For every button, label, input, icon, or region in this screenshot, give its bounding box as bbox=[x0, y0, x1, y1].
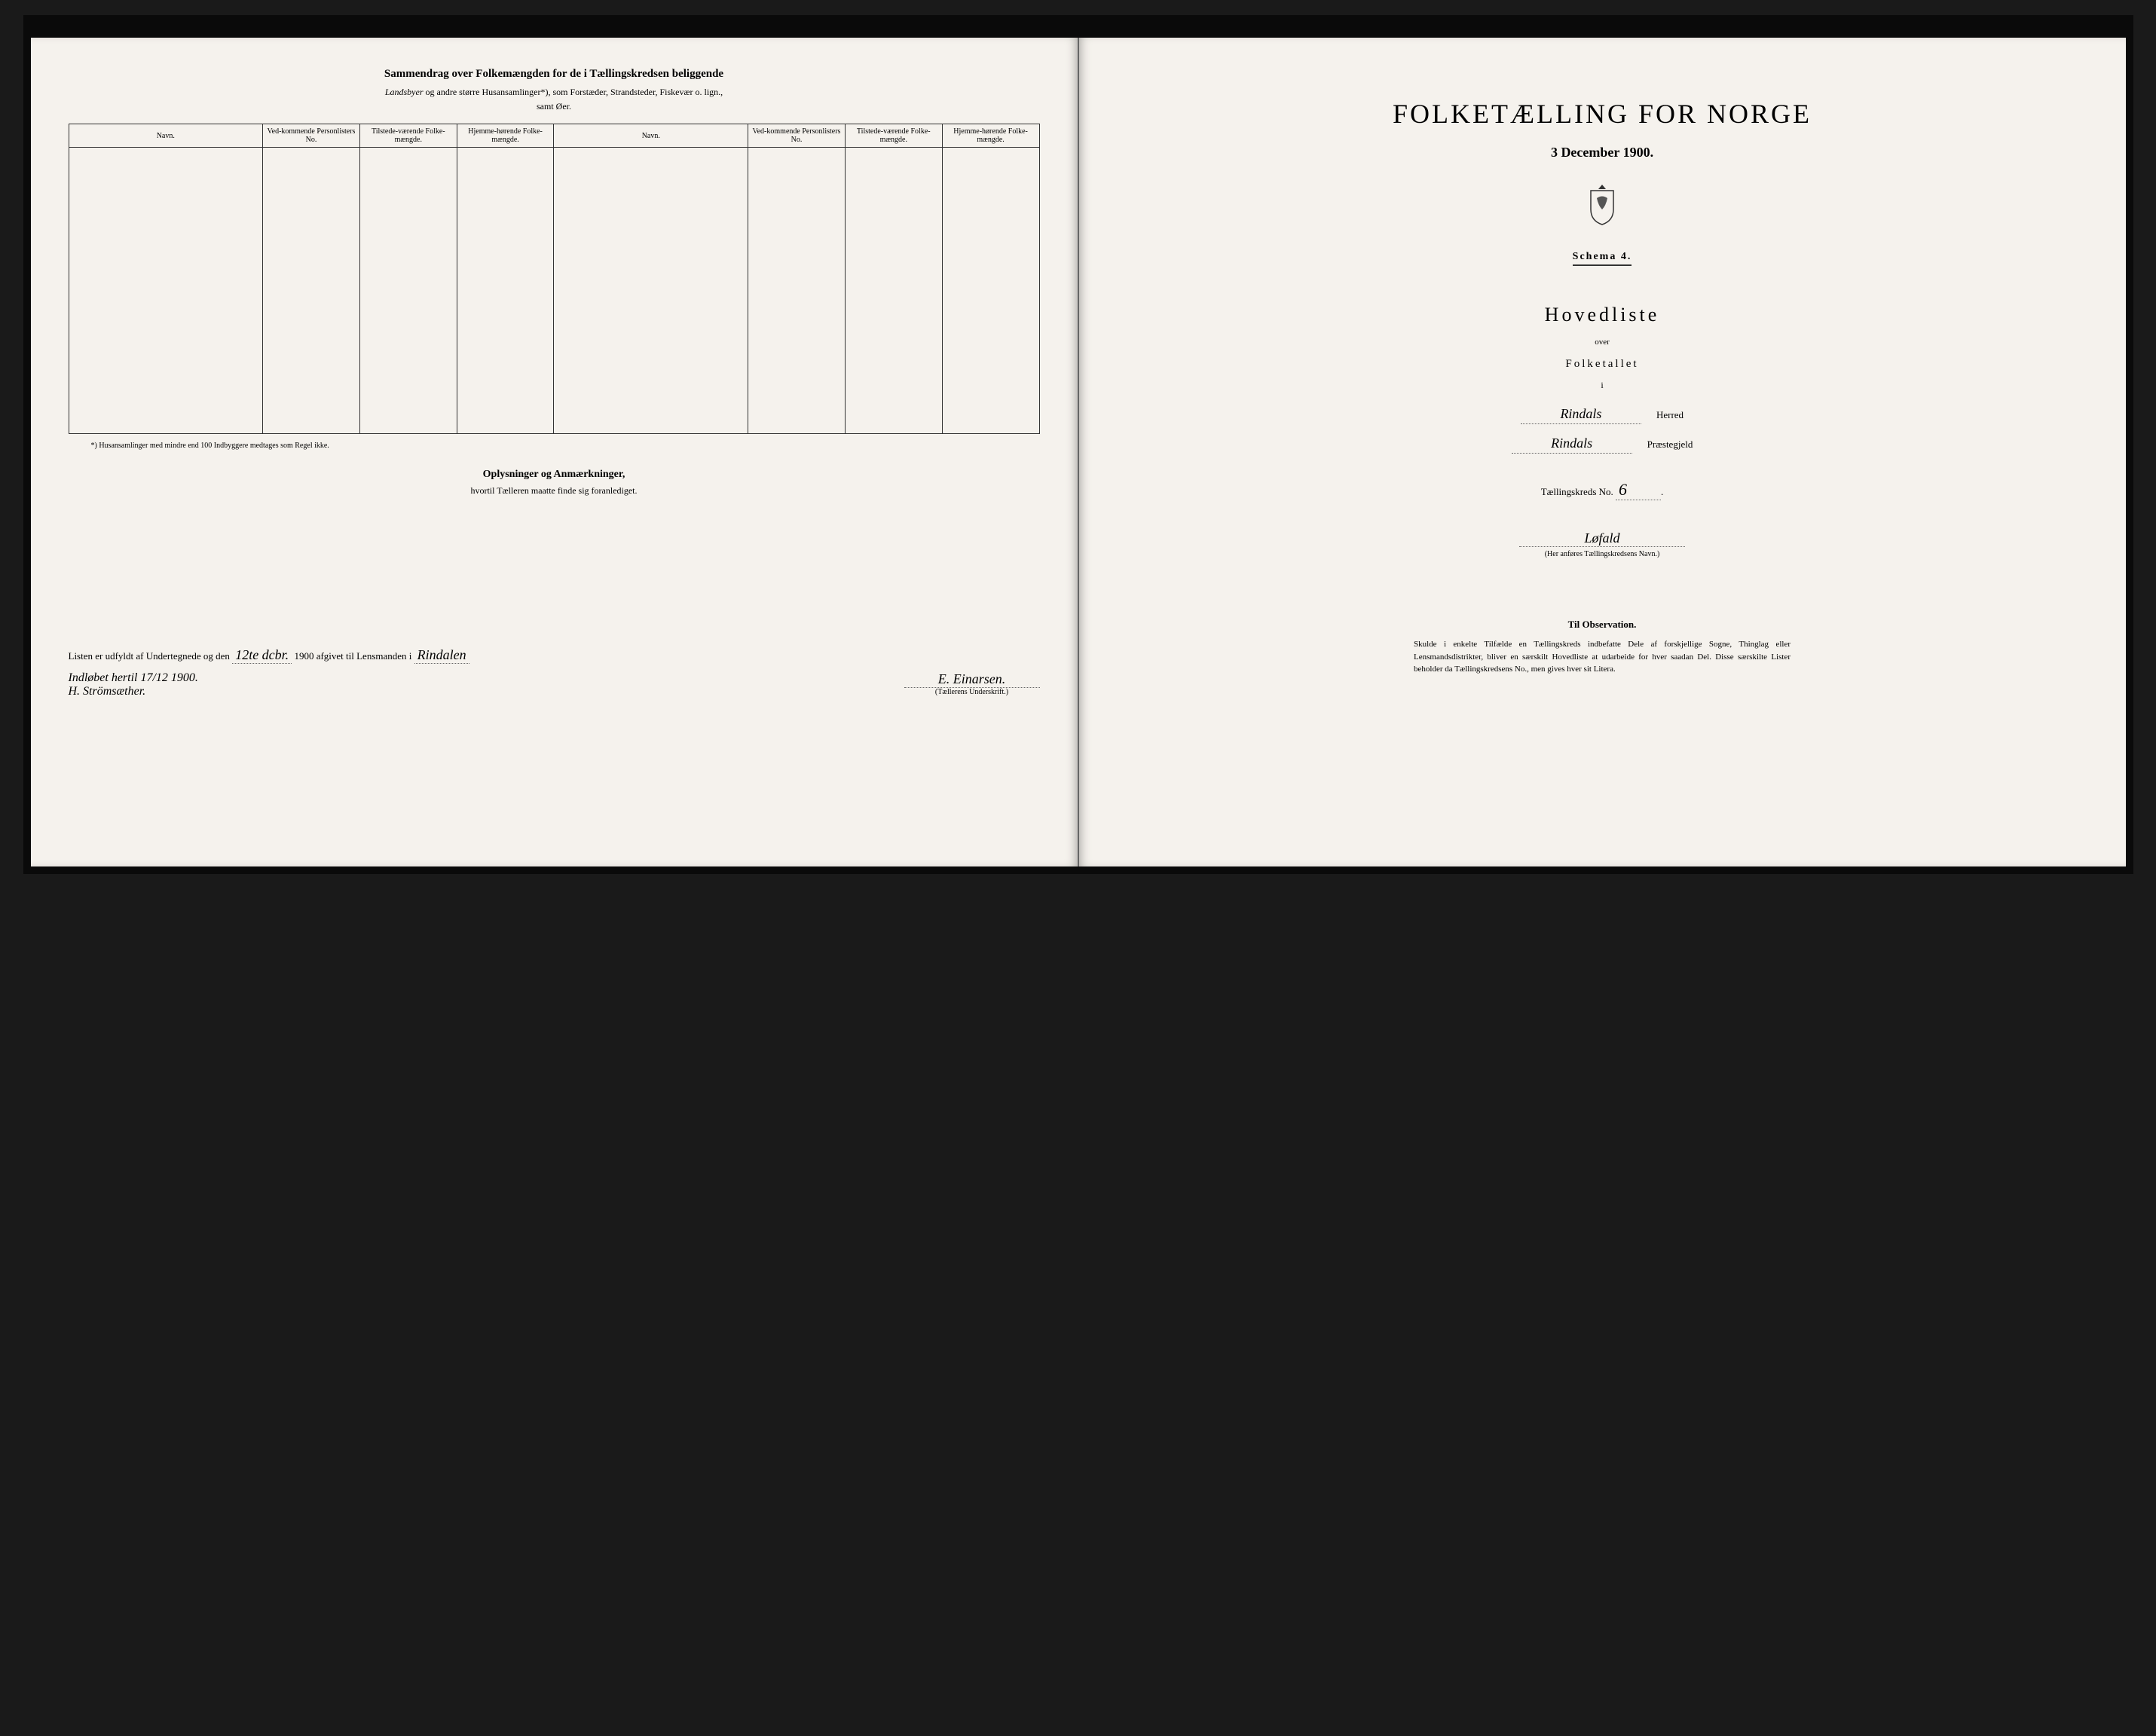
table-row bbox=[69, 148, 1039, 434]
main-title: FOLKETÆLLING FOR NORGE bbox=[1393, 98, 1812, 130]
th-hjemme-1: Hjemme-hørende Folke-mængde. bbox=[457, 124, 554, 148]
listen-mid: 1900 afgivet til Lensmanden i bbox=[294, 650, 411, 662]
over-text: over bbox=[1595, 338, 1610, 347]
kreds-note: (Her anføres Tællingskredsens Navn.) bbox=[1545, 550, 1660, 558]
herred-label: Herred bbox=[1656, 409, 1684, 421]
oplysninger-sub: hvortil Tælleren maatte finde sig foranl… bbox=[69, 485, 1040, 497]
summary-table: Navn. Ved-kommende Personlisters No. Til… bbox=[69, 124, 1040, 434]
subtitle-italic: Landsbyer bbox=[385, 87, 424, 97]
th-tilstede-2: Tilstede-værende Folke-mængde. bbox=[845, 124, 942, 148]
listen-prefix: Listen er udfyldt af Undertegnede og den bbox=[69, 650, 230, 662]
sig-line2: H. Strömsæther. bbox=[69, 685, 198, 698]
sig-label: (Tællerens Underskrift.) bbox=[904, 688, 1040, 696]
document-spread: Sammendrag over Folkemængden for de i Tæ… bbox=[23, 15, 2133, 874]
listen-date: 12te dcbr. bbox=[232, 647, 292, 664]
observation-text: Skulde i enkelte Tilfælde en Tællingskre… bbox=[1414, 638, 1791, 676]
oplysninger-title: Oplysninger og Anmærkninger, bbox=[69, 469, 1040, 481]
th-personlister-1: Ved-kommende Personlisters No. bbox=[263, 124, 360, 148]
left-subtitle: Landsbyer og andre større Husansamlinger… bbox=[69, 87, 1040, 98]
th-navn-1: Navn. bbox=[69, 124, 263, 148]
praeste-line: Rindals Præstegjeld bbox=[1512, 436, 1693, 454]
herred-value: Rindals bbox=[1521, 406, 1641, 424]
date-line: 3 December 1900. bbox=[1551, 145, 1653, 160]
folketallet: Folketallet bbox=[1565, 358, 1638, 371]
th-personlister-2: Ved-kommende Personlisters No. bbox=[748, 124, 846, 148]
kreds-prefix: Tællingskreds No. bbox=[1541, 486, 1613, 497]
i-text: i bbox=[1601, 380, 1603, 391]
praeste-label: Præstegjeld bbox=[1647, 439, 1693, 451]
th-tilstede-1: Tilstede-værende Folke-mængde. bbox=[359, 124, 457, 148]
hovedliste: Hovedliste bbox=[1545, 304, 1660, 326]
subtitle-rest: og andre større Husansamlinger*), som Fo… bbox=[424, 87, 723, 97]
left-title: Sammendrag over Folkemængden for de i Tæ… bbox=[69, 68, 1040, 81]
th-navn-2: Navn. bbox=[554, 124, 748, 148]
th-hjemme-2: Hjemme-hørende Folke-mængde. bbox=[942, 124, 1039, 148]
right-page: FOLKETÆLLING FOR NORGE 3 December 1900. … bbox=[1079, 38, 2126, 866]
listen-line: Listen er udfyldt af Undertegnede og den… bbox=[69, 647, 1040, 664]
observation-title: Til Observation. bbox=[1568, 619, 1637, 631]
sig-left: Indløbet hertil 17/12 1900. H. Strömsæth… bbox=[69, 671, 198, 698]
footnote: *) Husansamlinger med mindre end 100 Ind… bbox=[91, 442, 1040, 450]
sig-right: E. Einarsen. (Tællerens Underskrift.) bbox=[904, 671, 1040, 698]
left-subtitle2: samt Øer. bbox=[69, 101, 1040, 112]
sig-name: E. Einarsen. bbox=[904, 671, 1040, 688]
left-page: Sammendrag over Folkemængden for de i Tæ… bbox=[31, 38, 1079, 866]
listen-place: Rindalen bbox=[414, 647, 469, 664]
kreds-no: 6 bbox=[1616, 480, 1661, 500]
crest-icon bbox=[1583, 183, 1621, 228]
schema-label: Schema 4. bbox=[1573, 251, 1632, 266]
kreds-name: Løfald bbox=[1519, 530, 1685, 547]
praeste-value: Rindals bbox=[1512, 436, 1632, 454]
sig-line1: Indløbet hertil 17/12 1900. bbox=[69, 671, 198, 685]
kreds-line: Tællingskreds No. 6. bbox=[1541, 480, 1664, 500]
herred-line: Rindals Herred bbox=[1521, 406, 1684, 424]
signature-area: Indløbet hertil 17/12 1900. H. Strömsæth… bbox=[69, 671, 1040, 698]
